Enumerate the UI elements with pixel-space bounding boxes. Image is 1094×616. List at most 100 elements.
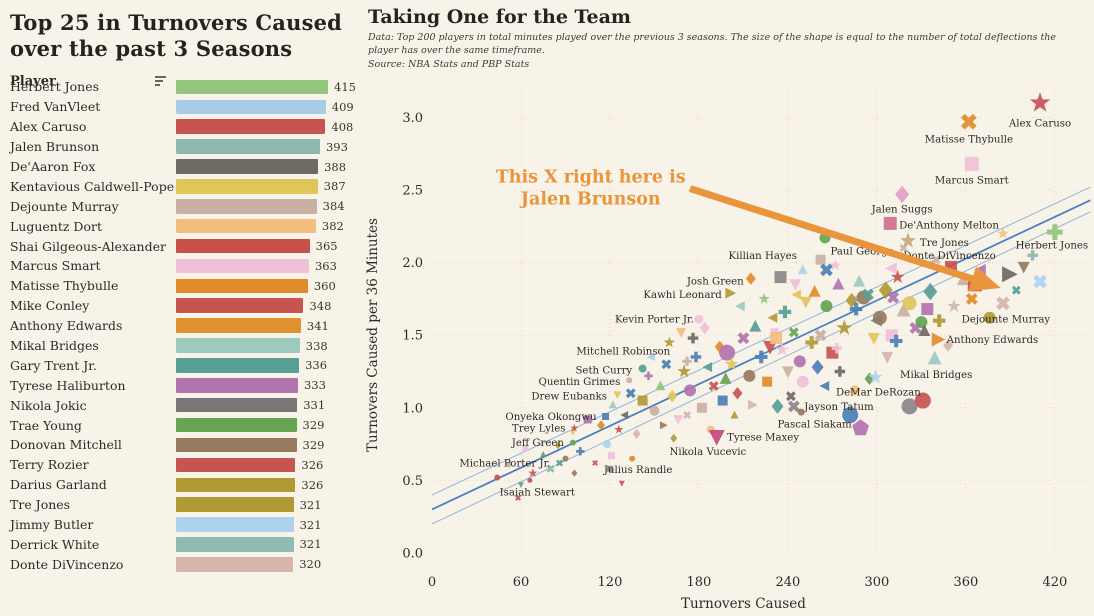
- scatter-point[interactable]: [606, 465, 613, 472]
- scatter-point[interactable]: [902, 296, 917, 311]
- scatter-point[interactable]: [506, 460, 513, 469]
- bar[interactable]: [176, 139, 320, 154]
- scatter-point[interactable]: [749, 319, 762, 332]
- scatter-point[interactable]: [637, 395, 648, 406]
- scatter-point[interactable]: [927, 350, 942, 365]
- scatter-point[interactable]: [620, 411, 629, 420]
- scatter-point[interactable]: [613, 391, 622, 400]
- bar[interactable]: [176, 358, 300, 373]
- scatter-point[interactable]: [849, 302, 863, 316]
- scatter-point[interactable]: [785, 397, 803, 415]
- scatter-point[interactable]: [812, 326, 830, 344]
- scatter-point[interactable]: [963, 290, 981, 308]
- scatter-point[interactable]: [614, 424, 624, 434]
- scatter-point[interactable]: [647, 352, 655, 361]
- scatter-point[interactable]: [562, 455, 569, 462]
- bar[interactable]: [176, 159, 319, 174]
- bar[interactable]: [176, 457, 296, 473]
- scatter-point[interactable]: [1002, 266, 1018, 283]
- scatter-point[interactable]: [522, 445, 529, 452]
- scatter-point[interactable]: [819, 381, 830, 392]
- scatter-point[interactable]: [775, 342, 789, 356]
- scatter-point[interactable]: [670, 433, 678, 443]
- scatter-point[interactable]: [889, 334, 903, 348]
- scatter-point[interactable]: [762, 376, 773, 387]
- scatter-point[interactable]: [734, 301, 745, 312]
- scatter-point[interactable]: [786, 325, 801, 340]
- scatter-point[interactable]: [853, 274, 866, 287]
- scatter-point[interactable]: [817, 260, 836, 279]
- scatter-point[interactable]: [730, 410, 739, 419]
- scatter-point[interactable]: [602, 440, 611, 449]
- bar[interactable]: [176, 199, 317, 214]
- scatter-point[interactable]: [748, 399, 758, 410]
- scatter-point[interactable]: [849, 385, 860, 396]
- scatter-point[interactable]: [793, 355, 806, 368]
- scatter-point[interactable]: [649, 405, 660, 416]
- scatter-point[interactable]: [842, 407, 859, 424]
- scatter-point[interactable]: [901, 398, 918, 415]
- scatter-point[interactable]: [569, 429, 576, 436]
- scatter-point[interactable]: [898, 242, 910, 254]
- scatter-point[interactable]: [930, 253, 943, 266]
- scatter-point[interactable]: [732, 387, 743, 400]
- scatter-point[interactable]: [900, 232, 917, 248]
- scatter-point[interactable]: [796, 375, 809, 388]
- scatter-point[interactable]: [921, 303, 934, 316]
- scatter-point[interactable]: [655, 380, 666, 391]
- scatter-point[interactable]: [706, 379, 721, 394]
- scatter-point[interactable]: [781, 366, 794, 379]
- bar[interactable]: [176, 278, 308, 294]
- bar[interactable]: [176, 218, 316, 234]
- scatter-point[interactable]: [725, 287, 737, 299]
- scatter-point[interactable]: [932, 314, 946, 327]
- scatter-point[interactable]: [694, 314, 704, 324]
- scatter-point[interactable]: [1027, 250, 1038, 261]
- scatter-point[interactable]: [708, 430, 725, 446]
- scatter-point[interactable]: [896, 302, 911, 317]
- scatter-point[interactable]: [667, 389, 678, 403]
- scatter-point[interactable]: [883, 216, 897, 230]
- scatter-point[interactable]: [554, 458, 564, 468]
- scatter-point[interactable]: [993, 293, 1014, 314]
- scatter-point[interactable]: [852, 419, 869, 436]
- scatter-point[interactable]: [811, 359, 824, 375]
- scatter-point[interactable]: [629, 455, 636, 462]
- bar[interactable]: [176, 298, 304, 313]
- scatter-point[interactable]: [829, 259, 842, 271]
- scatter-point[interactable]: [797, 264, 808, 275]
- bar[interactable]: [176, 238, 310, 254]
- bar[interactable]: [176, 378, 298, 393]
- scatter-point[interactable]: [696, 402, 707, 413]
- scatter-point[interactable]: [687, 332, 699, 344]
- scatter-point[interactable]: [1030, 271, 1051, 292]
- scatter-point[interactable]: [494, 474, 501, 481]
- scatter-point[interactable]: [644, 371, 653, 381]
- scatter-point[interactable]: [673, 415, 684, 425]
- scatter-point[interactable]: [597, 420, 606, 431]
- scatter-point[interactable]: [690, 351, 702, 363]
- bar[interactable]: [176, 119, 326, 134]
- bar[interactable]: [176, 417, 297, 433]
- scatter-point[interactable]: [659, 421, 668, 430]
- scatter-point[interactable]: [659, 357, 674, 372]
- scatter-point[interactable]: [914, 392, 931, 409]
- scatter-point[interactable]: [872, 310, 887, 325]
- scatter-point[interactable]: [931, 332, 946, 347]
- scatter-point[interactable]: [890, 269, 905, 283]
- scatter-point[interactable]: [783, 389, 798, 404]
- scatter-point[interactable]: [885, 262, 897, 275]
- scatter-point[interactable]: [836, 319, 853, 335]
- scatter-point[interactable]: [569, 439, 576, 446]
- scatter-point[interactable]: [805, 336, 818, 349]
- scatter-point[interactable]: [571, 469, 578, 477]
- scatter-point[interactable]: [626, 377, 633, 384]
- scatter-point[interactable]: [778, 305, 792, 319]
- bar[interactable]: [176, 517, 294, 532]
- scatter-point[interactable]: [923, 282, 938, 301]
- scatter-point[interactable]: [1046, 224, 1063, 240]
- scatter-point[interactable]: [570, 423, 579, 432]
- scatter-point[interactable]: [514, 493, 523, 502]
- scatter-point[interactable]: [831, 343, 843, 354]
- scatter-point[interactable]: [743, 369, 756, 382]
